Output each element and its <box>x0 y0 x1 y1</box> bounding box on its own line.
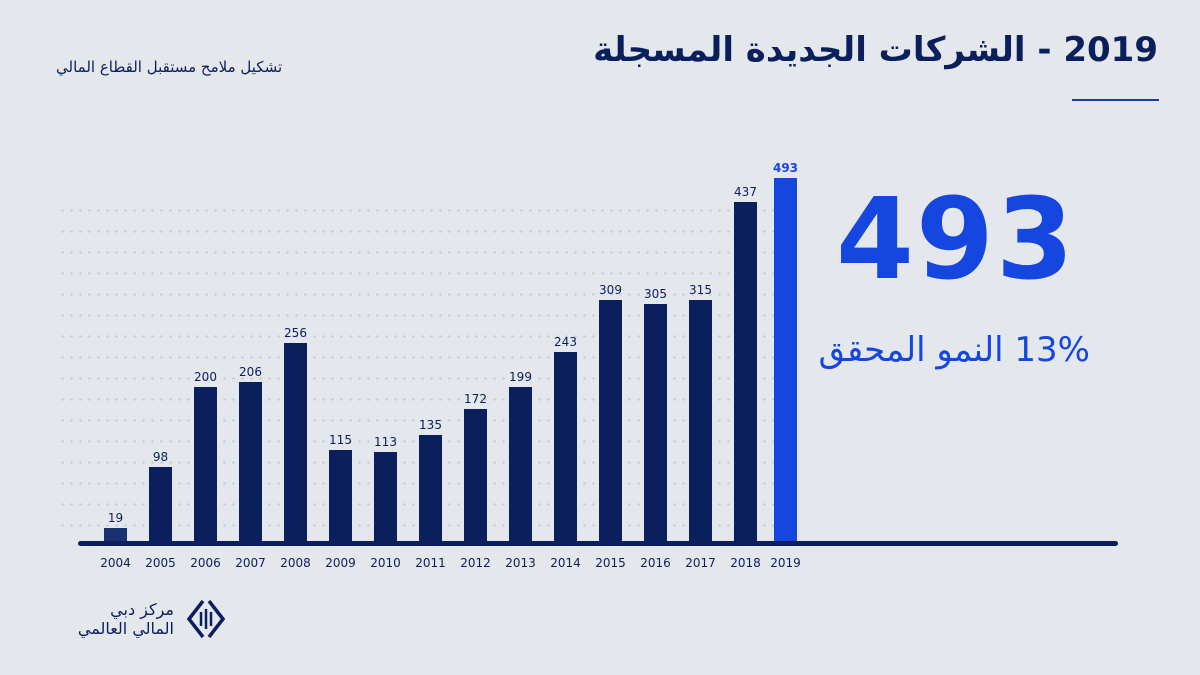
x-axis-tick-label: 2010 <box>370 556 401 570</box>
bar-2016 <box>644 304 667 542</box>
x-axis-tick-label: 2017 <box>685 556 716 570</box>
bar-2012 <box>464 409 487 542</box>
subtitle: تشكيل ملامح مستقبل القطاع المالي <box>56 58 283 76</box>
bar-2008 <box>284 343 307 542</box>
bar-value-label: 309 <box>599 283 622 297</box>
bar-2017 <box>689 300 712 542</box>
bar-2013 <box>509 387 532 542</box>
bar-value-label: 113 <box>374 435 397 449</box>
x-axis-tick-label: 2014 <box>550 556 581 570</box>
x-axis-tick-label: 2004 <box>100 556 131 570</box>
bar-value-label: 315 <box>689 283 712 297</box>
bar-2007 <box>239 382 262 542</box>
bar-value-label: 243 <box>554 335 577 349</box>
bar-value-label: 19 <box>107 511 124 525</box>
x-axis-tick-label: 2011 <box>415 556 446 570</box>
x-axis-tick-label: 2016 <box>640 556 671 570</box>
title-underline <box>1072 99 1159 101</box>
logo-line-1: مركز دبي <box>110 600 174 619</box>
logo-text: مركز دبي المالي العالمي <box>46 600 174 638</box>
bar-value-label: 199 <box>509 370 532 384</box>
bar-value-label: 206 <box>239 365 262 379</box>
bar-2006 <box>194 387 217 542</box>
highlight-total: 493 <box>836 175 1076 305</box>
logo-line-2: المالي العالمي <box>77 619 174 638</box>
x-axis-tick-label: 2015 <box>595 556 626 570</box>
diamond-logo-icon <box>186 598 226 640</box>
bar-2011 <box>419 435 442 542</box>
x-axis-tick-label: 2008 <box>280 556 311 570</box>
bar-value-label: 135 <box>419 418 442 432</box>
bar-value-label: 437 <box>734 185 757 199</box>
x-axis-line <box>78 541 1118 546</box>
bar-2014 <box>554 352 577 542</box>
bar-2018 <box>734 202 757 542</box>
x-axis-tick-label: 2019 <box>770 556 801 570</box>
bar-value-label: 493 <box>772 161 799 175</box>
bar-2015 <box>599 300 622 542</box>
bar-2004 <box>104 528 127 542</box>
x-axis-tick-label: 2009 <box>325 556 356 570</box>
bar-2019 <box>774 178 797 542</box>
bar-value-label: 256 <box>284 326 307 340</box>
bar-2009 <box>329 450 352 542</box>
bar-value-label: 200 <box>194 370 217 384</box>
bar-value-label: 305 <box>644 287 667 301</box>
x-axis-tick-label: 2013 <box>505 556 536 570</box>
bar-2005 <box>149 467 172 542</box>
x-axis-tick-label: 2012 <box>460 556 491 570</box>
x-axis-tick-label: 2005 <box>145 556 176 570</box>
growth-rate: 13% النمو المحقق <box>818 330 1090 370</box>
x-axis-tick-label: 2006 <box>190 556 221 570</box>
page-title: 2019 - الشركات الجديدة المسجلة <box>593 30 1158 70</box>
bar-value-label: 98 <box>152 450 169 464</box>
bar-value-label: 172 <box>464 392 487 406</box>
bar-2010 <box>374 452 397 542</box>
x-axis-tick-label: 2018 <box>730 556 761 570</box>
bar-value-label: 115 <box>329 433 352 447</box>
x-axis-tick-label: 2007 <box>235 556 266 570</box>
